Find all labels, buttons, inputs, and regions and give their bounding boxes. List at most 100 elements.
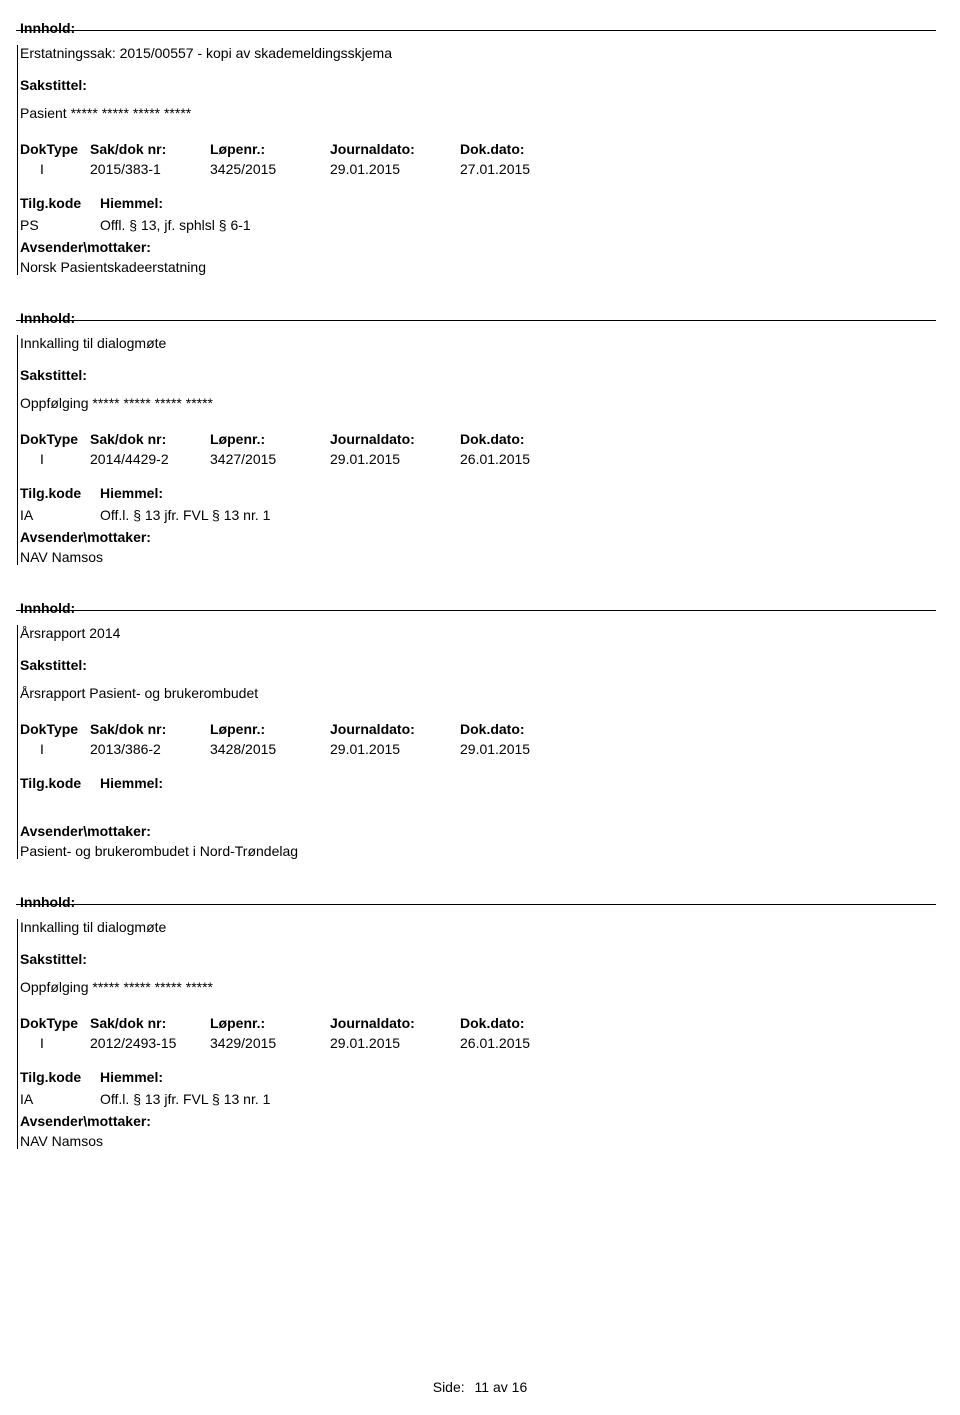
tilgkode-value: PS xyxy=(20,217,100,233)
col-doktype-header: DokType xyxy=(20,431,90,447)
sakstittel-text: Pasient ***** ***** ***** ***** xyxy=(20,105,940,121)
sakdok-value: 2012/2493-15 xyxy=(90,1035,210,1051)
doktype-value: I xyxy=(20,451,90,467)
dokdato-value: 29.01.2015 xyxy=(460,741,580,757)
table-row: I 2014/4429-2 3427/2015 29.01.2015 26.01… xyxy=(20,451,940,467)
journaldato-value: 29.01.2015 xyxy=(330,451,460,467)
entry-body: Innkalling til dialogmøte Sakstittel: Op… xyxy=(17,919,940,1149)
sakstittel-text: Oppfølging ***** ***** ***** ***** xyxy=(20,395,940,411)
col-sakdok-header: Sak/dok nr: xyxy=(90,141,210,157)
table-header: DokType Sak/dok nr: Løpenr.: Journaldato… xyxy=(20,721,940,737)
sakstittel-text: Årsrapport Pasient- og brukerombudet xyxy=(20,685,940,701)
entry-body: Erstatningssak: 2015/00557 - kopi av ska… xyxy=(17,45,940,275)
avsender-value: NAV Namsos xyxy=(20,549,940,565)
tilg-container: Tilg.kode Hiemmel: IA Off.l. § 13 jfr. F… xyxy=(20,1069,940,1107)
footer-page-number: 11 xyxy=(475,1379,490,1395)
col-journal-header: Journaldato: xyxy=(330,431,460,447)
col-lopenr-header: Løpenr.: xyxy=(210,1015,330,1031)
journal-entry: Innhold: Innkalling til dialogmøte Sakst… xyxy=(20,310,940,565)
avsender-value: NAV Namsos xyxy=(20,1133,940,1149)
dokdato-value: 27.01.2015 xyxy=(460,161,580,177)
col-doktype-header: DokType xyxy=(20,1015,90,1031)
lopenr-value: 3428/2015 xyxy=(210,741,330,757)
sakstittel-label: Sakstittel: xyxy=(20,367,940,383)
table-header: DokType Sak/dok nr: Løpenr.: Journaldato… xyxy=(20,1015,940,1031)
col-lopenr-header: Løpenr.: xyxy=(210,721,330,737)
col-journal-header: Journaldato: xyxy=(330,1015,460,1031)
footer-av-label: av xyxy=(493,1379,508,1395)
tilgkode-label: Tilg.kode xyxy=(20,485,100,501)
tilg-container: Tilg.kode Hiemmel: xyxy=(20,775,940,817)
lopenr-value: 3429/2015 xyxy=(210,1035,330,1051)
avsender-label: Avsender\mottaker: xyxy=(20,823,940,839)
footer-total-pages: 16 xyxy=(512,1379,528,1395)
journal-entry: Innhold: Innkalling til dialogmøte Sakst… xyxy=(20,894,940,1149)
col-dokdato-header: Dok.dato: xyxy=(460,721,580,737)
divider xyxy=(16,904,936,905)
innhold-text: Innkalling til dialogmøte xyxy=(20,919,940,935)
hiemmel-value: Off.l. § 13 jfr. FVL § 13 nr. 1 xyxy=(100,507,270,523)
divider xyxy=(16,610,936,611)
col-journal-header: Journaldato: xyxy=(330,721,460,737)
col-lopenr-header: Løpenr.: xyxy=(210,141,330,157)
sakdok-value: 2014/4429-2 xyxy=(90,451,210,467)
lopenr-value: 3425/2015 xyxy=(210,161,330,177)
tilgkode-value: IA xyxy=(20,1091,100,1107)
innhold-label: Innhold: xyxy=(20,20,940,36)
col-sakdok-header: Sak/dok nr: xyxy=(90,431,210,447)
hiemmel-label: Hiemmel: xyxy=(100,195,163,211)
sakstittel-label: Sakstittel: xyxy=(20,657,940,673)
tilgkode-label: Tilg.kode xyxy=(20,195,100,211)
tilg-container: Tilg.kode Hiemmel: IA Off.l. § 13 jfr. F… xyxy=(20,485,940,523)
col-journal-header: Journaldato: xyxy=(330,141,460,157)
col-doktype-header: DokType xyxy=(20,141,90,157)
innhold-text: Årsrapport 2014 xyxy=(20,625,940,641)
sakstittel-text: Oppfølging ***** ***** ***** ***** xyxy=(20,979,940,995)
table-row: I 2013/386-2 3428/2015 29.01.2015 29.01.… xyxy=(20,741,940,757)
tilgkode-label: Tilg.kode xyxy=(20,775,100,791)
table-header: DokType Sak/dok nr: Løpenr.: Journaldato… xyxy=(20,431,940,447)
hiemmel-label: Hiemmel: xyxy=(100,775,163,791)
journal-entry: Innhold: Erstatningssak: 2015/00557 - ko… xyxy=(20,20,940,275)
table-header: DokType Sak/dok nr: Løpenr.: Journaldato… xyxy=(20,141,940,157)
col-dokdato-header: Dok.dato: xyxy=(460,431,580,447)
journal-entry: Innhold: Årsrapport 2014 Sakstittel: Års… xyxy=(20,600,940,859)
sakdok-value: 2013/386-2 xyxy=(90,741,210,757)
divider xyxy=(16,320,936,321)
tilgkode-label: Tilg.kode xyxy=(20,1069,100,1085)
entry-body: Årsrapport 2014 Sakstittel: Årsrapport P… xyxy=(17,625,940,859)
sakstittel-label: Sakstittel: xyxy=(20,951,940,967)
innhold-label: Innhold: xyxy=(20,894,940,910)
avsender-label: Avsender\mottaker: xyxy=(20,239,940,255)
col-doktype-header: DokType xyxy=(20,721,90,737)
footer-side-label: Side: xyxy=(433,1379,465,1395)
lopenr-value: 3427/2015 xyxy=(210,451,330,467)
col-dokdato-header: Dok.dato: xyxy=(460,1015,580,1031)
col-sakdok-header: Sak/dok nr: xyxy=(90,721,210,737)
hiemmel-label: Hiemmel: xyxy=(100,485,163,501)
doktype-value: I xyxy=(20,741,90,757)
hiemmel-label: Hiemmel: xyxy=(100,1069,163,1085)
avsender-label: Avsender\mottaker: xyxy=(20,529,940,545)
sakstittel-label: Sakstittel: xyxy=(20,77,940,93)
avsender-label: Avsender\mottaker: xyxy=(20,1113,940,1129)
hiemmel-value: Off.l. § 13 jfr. FVL § 13 nr. 1 xyxy=(100,1091,270,1107)
page-footer: Side: 11 av 16 xyxy=(20,1379,940,1395)
dokdato-value: 26.01.2015 xyxy=(460,451,580,467)
innhold-text: Innkalling til dialogmøte xyxy=(20,335,940,351)
col-lopenr-header: Løpenr.: xyxy=(210,431,330,447)
col-dokdato-header: Dok.dato: xyxy=(460,141,580,157)
hiemmel-value: Offl. § 13, jf. sphlsl § 6-1 xyxy=(100,217,251,233)
journaldato-value: 29.01.2015 xyxy=(330,1035,460,1051)
divider xyxy=(16,30,936,31)
avsender-value: Norsk Pasientskadeerstatning xyxy=(20,259,940,275)
journaldato-value: 29.01.2015 xyxy=(330,741,460,757)
tilgkode-value: IA xyxy=(20,507,100,523)
table-row: I 2015/383-1 3425/2015 29.01.2015 27.01.… xyxy=(20,161,940,177)
doktype-value: I xyxy=(20,161,90,177)
innhold-label: Innhold: xyxy=(20,600,940,616)
doktype-value: I xyxy=(20,1035,90,1051)
tilg-container: Tilg.kode Hiemmel: PS Offl. § 13, jf. sp… xyxy=(20,195,940,233)
col-sakdok-header: Sak/dok nr: xyxy=(90,1015,210,1031)
innhold-text: Erstatningssak: 2015/00557 - kopi av ska… xyxy=(20,45,940,61)
